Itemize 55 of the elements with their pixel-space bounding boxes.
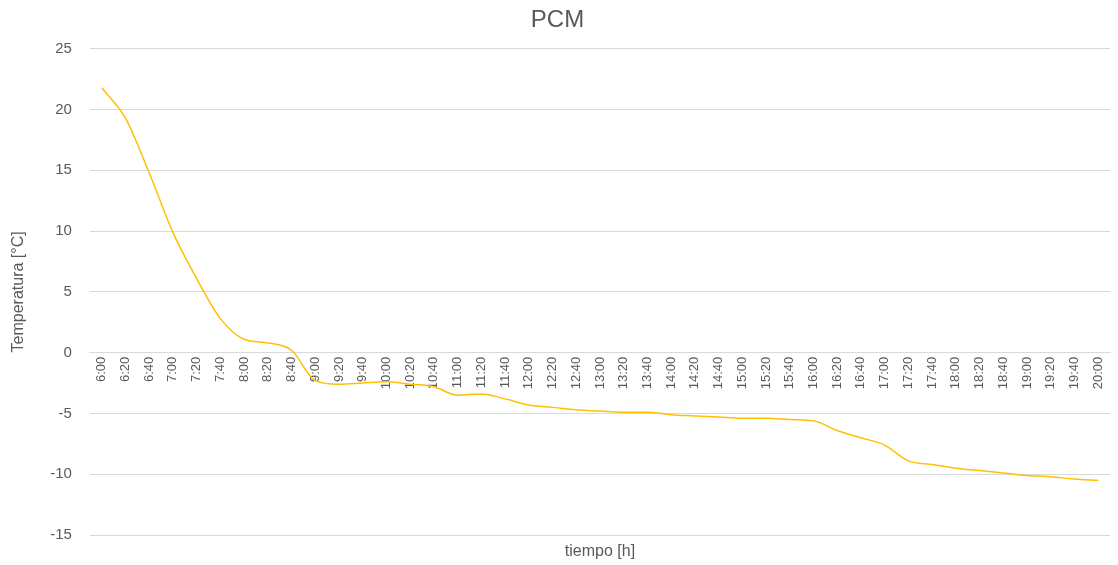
x-tick-label: 16:20 xyxy=(828,356,844,390)
x-tick-label: 14:40 xyxy=(710,356,726,390)
x-tick-label: 12:00 xyxy=(520,356,536,390)
x-tick-label: 6:40 xyxy=(140,356,156,382)
y-tick-label: 25 xyxy=(55,38,72,56)
x-tick-label: 10:20 xyxy=(401,356,417,390)
x-tick-label: 15:00 xyxy=(733,356,749,390)
x-tick-label: 13:40 xyxy=(638,356,654,390)
x-tick-label: 6:00 xyxy=(93,356,109,382)
x-tick-label: 17:20 xyxy=(899,356,915,390)
x-tick-label: 15:20 xyxy=(757,356,773,390)
x-tick-label: 15:40 xyxy=(781,356,797,390)
x-tick-label: 16:00 xyxy=(805,356,821,390)
x-tick-label: 19:00 xyxy=(1018,356,1034,390)
x-tick-label: 19:40 xyxy=(1065,356,1081,390)
y-axis-title: Temperatura [°C] xyxy=(9,231,27,353)
x-tick-label: 17:00 xyxy=(876,356,892,390)
x-tick-label: 10:40 xyxy=(425,356,441,390)
x-tick-label: 12:20 xyxy=(544,356,560,390)
x-tick-label: 6:20 xyxy=(117,356,133,382)
x-tick-label: 11:20 xyxy=(472,356,488,389)
x-tick-label: 7:00 xyxy=(164,356,180,382)
x-tick-label: 9:00 xyxy=(306,356,322,382)
x-tick-label: 16:40 xyxy=(852,356,868,390)
x-axis-title: tiempo [h] xyxy=(564,542,636,560)
x-tick-label: 9:40 xyxy=(354,356,370,382)
x-tick-label: 11:40 xyxy=(496,356,512,389)
x-tick-label: 13:00 xyxy=(591,356,607,390)
y-tick-label: 15 xyxy=(55,160,72,178)
x-tick-label: 8:00 xyxy=(235,356,251,382)
x-tick-label: 8:20 xyxy=(259,356,275,382)
x-tick-label: 19:20 xyxy=(1042,356,1058,390)
x-tick-label: 8:40 xyxy=(283,356,299,382)
x-tick-label: 10:00 xyxy=(378,356,393,390)
y-tick-label: 0 xyxy=(63,342,72,360)
y-tick-label: -10 xyxy=(50,464,72,482)
x-tick-label: 18:20 xyxy=(971,356,987,390)
y-tick-label: -5 xyxy=(58,403,72,421)
x-tick-label: 18:40 xyxy=(994,356,1010,390)
x-tick-label: 11:00 xyxy=(449,356,465,389)
chart-title: PCM xyxy=(530,5,585,33)
y-tick-label: 5 xyxy=(63,282,72,300)
x-tick-label: 9:20 xyxy=(330,356,346,382)
y-tick-label: 20 xyxy=(55,99,72,117)
x-tick-label: 7:20 xyxy=(188,356,204,382)
x-tick-label: 14:20 xyxy=(686,356,702,390)
y-tick-label: 10 xyxy=(55,221,72,239)
x-tick-label: 13:20 xyxy=(615,356,631,390)
x-tick-label: 7:40 xyxy=(211,356,227,382)
x-tick-label: 20:00 xyxy=(1089,356,1105,390)
x-tick-label: 12:40 xyxy=(567,356,583,390)
y-tick-label: -15 xyxy=(50,525,72,543)
x-tick-label: 17:40 xyxy=(923,356,939,390)
x-tick-label: 18:00 xyxy=(947,356,963,390)
x-tick-label: 14:00 xyxy=(662,356,678,390)
